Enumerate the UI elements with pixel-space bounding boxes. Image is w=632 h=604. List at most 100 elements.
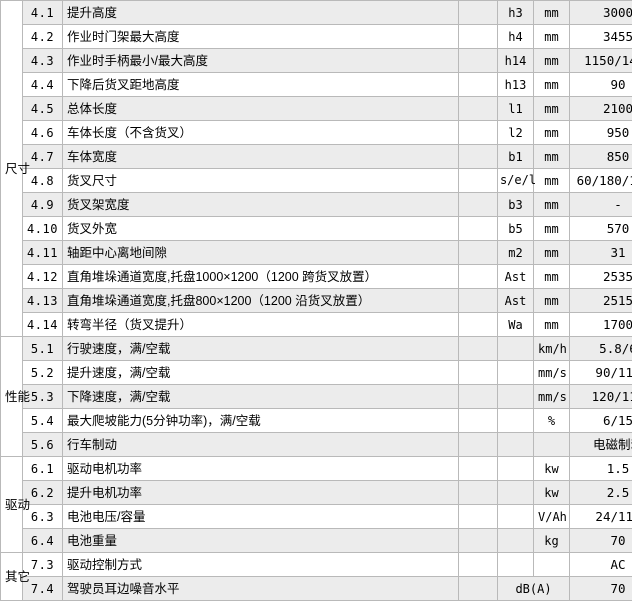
row-description: 电池重量 xyxy=(62,528,459,553)
row-symbol: m2 xyxy=(497,240,534,265)
row-unit: mm xyxy=(533,0,570,25)
row-number: 6.3 xyxy=(22,504,63,529)
spacer-cell xyxy=(458,264,498,289)
row-symbol: b3 xyxy=(497,192,534,217)
spacer-cell xyxy=(458,168,498,193)
row-number: 4.3 xyxy=(22,48,63,73)
row-unit: mm xyxy=(533,48,570,73)
row-symbol: b5 xyxy=(497,216,534,241)
row-value: 70 xyxy=(569,576,632,601)
row-symbol-text: s/e/l xyxy=(499,173,537,187)
row-symbol xyxy=(497,384,534,409)
row-number: 4.5 xyxy=(22,96,63,121)
row-description: 驱动电机功率 xyxy=(62,456,459,481)
spacer-cell xyxy=(458,384,498,409)
table-row: 4.7 车体宽度 b1 mm 850 xyxy=(1,144,632,169)
row-description: 直角堆垛通道宽度,托盘1000×1200（1200 跨货叉放置） xyxy=(62,264,459,289)
table-row: 7.4 驾驶员耳边噪音水平 dB(A) 70 xyxy=(1,576,632,601)
row-number: 4.13 xyxy=(22,288,63,313)
spacer-cell xyxy=(458,240,498,265)
section-label: 驱动 xyxy=(0,456,30,553)
row-description: 行车制动 xyxy=(62,432,459,457)
row-value: AC xyxy=(569,552,632,577)
row-value: 2535 xyxy=(569,264,632,289)
row-value: 570 xyxy=(569,216,632,241)
spacer-cell xyxy=(458,96,498,121)
row-number: 5.1 xyxy=(22,336,63,361)
row-value: 950 xyxy=(569,120,632,145)
spacer-cell xyxy=(458,144,498,169)
row-unit: mm xyxy=(533,192,570,217)
row-number: 4.7 xyxy=(22,144,63,169)
spacer-cell xyxy=(458,0,498,25)
row-value: 5.8/6 xyxy=(569,336,632,361)
row-value: 1700 xyxy=(569,312,632,337)
row-number: 7.3 xyxy=(22,552,63,577)
spacer-cell xyxy=(458,48,498,73)
row-unit: mm xyxy=(533,240,570,265)
row-description: 货叉架宽度 xyxy=(62,192,459,217)
row-value: 90/110 xyxy=(569,360,632,385)
spacer-cell xyxy=(458,120,498,145)
row-number: 4.6 xyxy=(22,120,63,145)
spacer-cell xyxy=(458,360,498,385)
row-symbol xyxy=(497,408,534,433)
table-row: 6.2 提升电机功率 kw 2.5 xyxy=(1,480,632,505)
row-value: 2.5 xyxy=(569,480,632,505)
row-description: 车体长度（不含货叉） xyxy=(62,120,459,145)
row-description: 驾驶员耳边噪音水平 xyxy=(62,576,459,601)
row-unit: kg xyxy=(533,528,570,553)
table-row: 尺寸 4.1 提升高度 h3 mm 3000 xyxy=(0,0,632,337)
row-number: 5.6 xyxy=(22,432,63,457)
table-row: 4.4 下降后货叉距地高度 h13 mm 90 xyxy=(1,72,632,97)
table-row: 驱动 6.1 驱动电机功率 kw 1.5 xyxy=(0,456,632,553)
row-description: 提升高度 xyxy=(62,0,459,25)
row-unit: % xyxy=(533,408,570,433)
row-unit: mm/s xyxy=(533,384,570,409)
spacer-cell xyxy=(458,192,498,217)
row-value: 3000 xyxy=(569,0,632,25)
row-unit: mm xyxy=(533,120,570,145)
row-symbol xyxy=(497,504,534,529)
row-value: 70 xyxy=(569,528,632,553)
row-value: 6/15 xyxy=(569,408,632,433)
row-symbol xyxy=(497,336,534,361)
row-value: 2515 xyxy=(569,288,632,313)
row-unit: mm xyxy=(533,264,570,289)
section-label: 尺寸 xyxy=(0,0,30,337)
row-number: 6.2 xyxy=(22,480,63,505)
row-symbol: Ast xyxy=(497,288,534,313)
row-unit: dB(A) xyxy=(497,576,570,601)
row-symbol: b1 xyxy=(497,144,534,169)
row-symbol xyxy=(497,480,534,505)
row-number: 7.4 xyxy=(22,576,63,601)
section-label: 性能 xyxy=(0,336,30,457)
row-unit: mm xyxy=(533,312,570,337)
row-unit: V/Ah xyxy=(533,504,570,529)
row-value: 2100 xyxy=(569,96,632,121)
row-unit: mm xyxy=(533,96,570,121)
row-number: 5.2 xyxy=(22,360,63,385)
row-number: 4.9 xyxy=(22,192,63,217)
row-symbol: l2 xyxy=(497,120,534,145)
spacer-cell xyxy=(458,576,498,601)
table-row: 4.14 转弯半径（货叉提升） Wa mm 1700 xyxy=(1,312,632,337)
row-symbol xyxy=(497,552,534,577)
row-symbol: l1 xyxy=(497,96,534,121)
spacer-cell xyxy=(458,72,498,97)
row-description: 驱动控制方式 xyxy=(62,552,459,577)
row-description: 转弯半径（货叉提升） xyxy=(62,312,459,337)
table-row: 4.2 作业时门架最大高度 h4 mm 3455 xyxy=(1,24,632,49)
row-value: 1.5 xyxy=(569,456,632,481)
row-value: 60/180/1150 xyxy=(569,168,632,193)
row-symbol xyxy=(497,432,534,457)
table-row: 4.12 直角堆垛通道宽度,托盘1000×1200（1200 跨货叉放置） Ast m… xyxy=(1,264,632,289)
table-row: 4.9 货叉架宽度 b3 mm - xyxy=(1,192,632,217)
spacer-cell xyxy=(458,552,498,577)
